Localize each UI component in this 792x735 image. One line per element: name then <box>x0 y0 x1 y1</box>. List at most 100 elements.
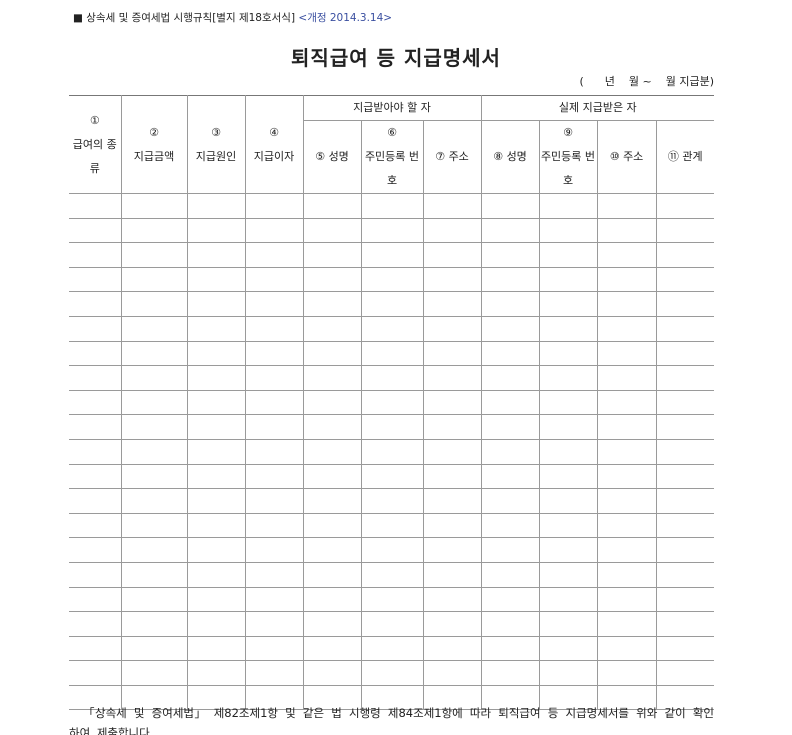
blank-row <box>69 586 715 613</box>
blank-cell <box>538 193 598 219</box>
blank-cell <box>186 537 246 563</box>
blank-cell <box>244 488 304 514</box>
blank-cell <box>69 438 122 465</box>
blank-cell <box>480 315 540 342</box>
blank-cell <box>244 463 304 490</box>
blank-cell <box>538 660 598 686</box>
blank-cell <box>302 660 362 686</box>
blank-cell <box>120 635 188 662</box>
column-number: ⑤ <box>315 150 326 163</box>
blank-cell <box>360 340 424 367</box>
blank-cell <box>69 488 122 514</box>
blank-cell <box>655 660 715 686</box>
blank-cell <box>596 266 657 293</box>
blank-cell <box>422 684 482 711</box>
blank-cell <box>120 340 188 367</box>
blank-cell <box>596 660 657 686</box>
amendment: <개정 2014.3.14> <box>298 12 393 24</box>
blank-cell <box>596 217 657 244</box>
blank-cell <box>480 340 540 367</box>
blank-cell <box>120 463 188 490</box>
column-header: ③ 지급원인 <box>186 95 246 194</box>
blank-cell <box>360 365 424 391</box>
blank-cell <box>422 660 482 686</box>
blank-cell <box>538 512 598 539</box>
blank-cell <box>655 315 715 342</box>
blank-cell <box>244 414 304 440</box>
blank-cell <box>538 463 598 490</box>
blank-cell <box>596 586 657 613</box>
blank-cell <box>538 561 598 588</box>
blank-cell <box>655 438 715 465</box>
blank-cell <box>596 291 657 317</box>
blank-cell <box>186 340 246 367</box>
blank-cell <box>302 193 362 219</box>
blank-cell <box>422 291 482 317</box>
blank-cell <box>422 340 482 367</box>
blank-cell <box>69 635 122 662</box>
blank-cell <box>244 684 304 711</box>
blank-row <box>69 193 715 219</box>
blank-cell <box>302 611 362 637</box>
blank-cell <box>360 389 424 416</box>
blank-cell <box>120 217 188 244</box>
blank-cell <box>596 315 657 342</box>
blank-cell <box>360 438 424 465</box>
blank-cell <box>596 512 657 539</box>
blank-cell <box>120 438 188 465</box>
blank-cell <box>244 561 304 588</box>
blank-cell <box>360 586 424 613</box>
blank-cell <box>596 414 657 440</box>
blank-cell <box>596 365 657 391</box>
form-title: 퇴직급여 등 지급명세서 <box>291 46 501 70</box>
blank-cell <box>69 389 122 416</box>
column-label: 지급이자 <box>253 149 295 163</box>
blank-row <box>69 365 715 391</box>
blank-cell <box>120 389 188 416</box>
blank-cell <box>69 291 122 317</box>
form-reference: ■ 상속세 및 증여세법 시행규칙[별지 제18호서식] <box>73 12 296 24</box>
blank-cell <box>244 537 304 563</box>
blank-cell <box>655 635 715 662</box>
blank-row <box>69 340 715 367</box>
blank-cell <box>120 512 188 539</box>
blank-row <box>69 635 715 662</box>
blank-cell <box>655 266 715 293</box>
blank-cell <box>69 217 122 244</box>
blank-cell <box>538 365 598 391</box>
column-label: 급여의 종류 <box>72 137 117 175</box>
blank-cell <box>302 365 362 391</box>
blank-row <box>69 389 715 416</box>
blank-cell <box>69 463 122 490</box>
blank-cell <box>538 488 598 514</box>
column-number: ③ <box>211 125 221 139</box>
blank-cell <box>186 635 246 662</box>
blank-cell <box>538 242 598 268</box>
blank-cell <box>360 537 424 563</box>
blank-cell <box>244 660 304 686</box>
blank-cell <box>244 242 304 268</box>
blank-cell <box>360 291 424 317</box>
blank-row <box>69 217 715 244</box>
blank-cell <box>480 217 540 244</box>
blank-cell <box>480 291 540 317</box>
blank-cell <box>302 537 362 563</box>
blank-cell <box>538 438 598 465</box>
blank-cell <box>538 315 598 342</box>
blank-cell <box>302 561 362 588</box>
blank-cell <box>186 414 246 440</box>
blank-cell <box>655 611 715 637</box>
blank-cell <box>422 561 482 588</box>
blank-cell <box>69 242 122 268</box>
blank-cell <box>538 537 598 563</box>
blank-row <box>69 660 715 686</box>
blank-cell <box>655 512 715 539</box>
blank-cell <box>302 512 362 539</box>
blank-cell <box>422 242 482 268</box>
blank-cell <box>538 635 598 662</box>
column-header: ⑪ 관계 <box>655 120 715 194</box>
column-header: ⑦ 주소 <box>422 120 482 194</box>
blank-cell <box>120 193 188 219</box>
blank-cell <box>186 315 246 342</box>
blank-cell <box>596 193 657 219</box>
